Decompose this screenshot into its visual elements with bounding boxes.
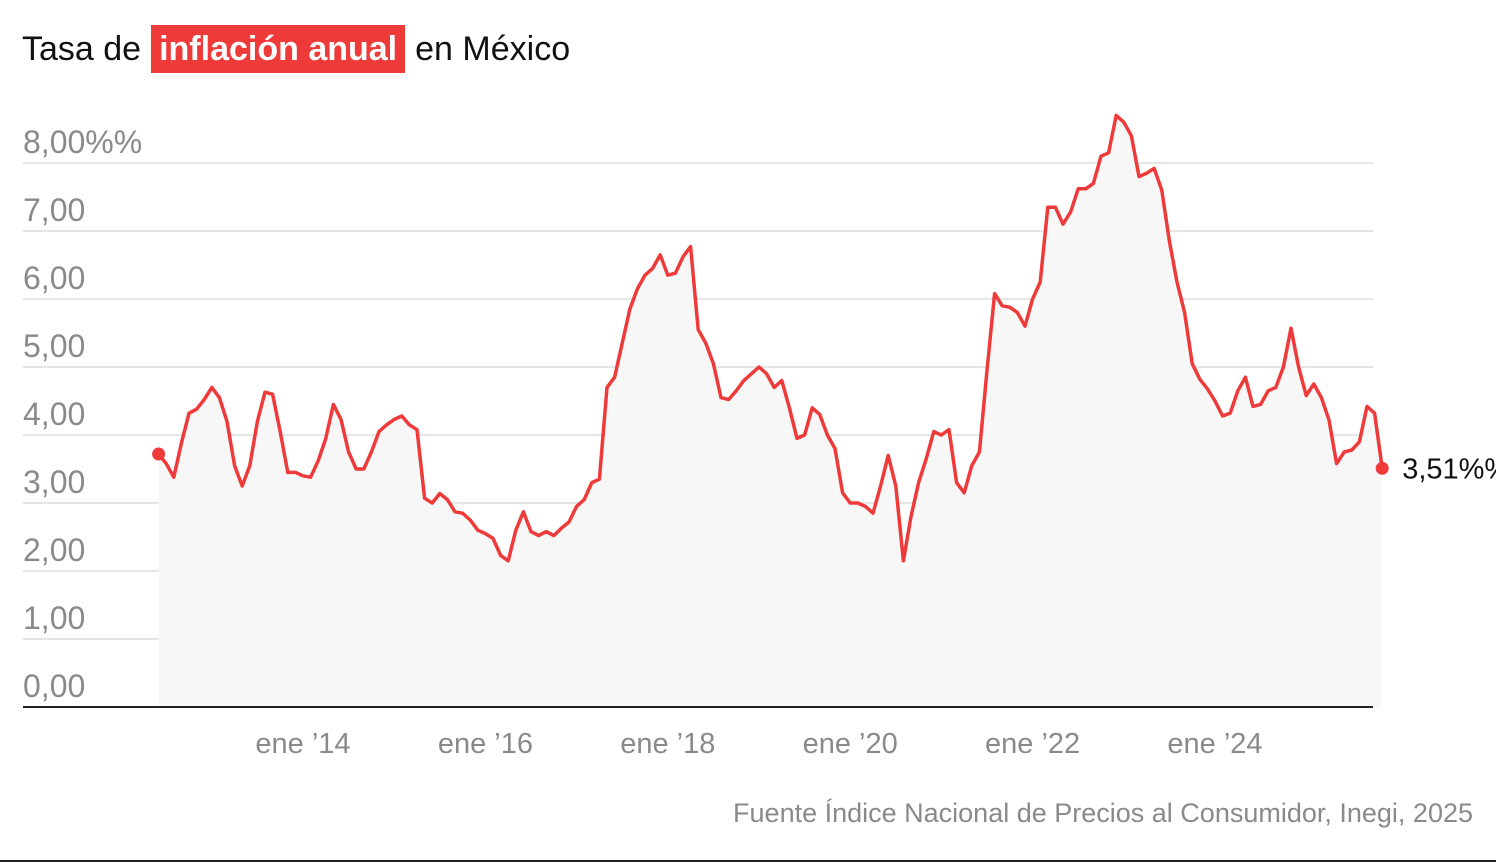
end-value-label: 3,51%% [1402, 453, 1496, 485]
x-axis-ticks: ene ’14 ene ’16 ene ’18 ene ’20 ene ’22 ene ’… [255, 728, 1262, 760]
source-note: Fuente Índice Nacional de Precios al Con… [733, 798, 1473, 828]
y-tick-label: 1,00 [23, 600, 85, 636]
y-tick-label: 6,00 [23, 260, 85, 296]
series-line [156, 113, 1384, 563]
area-fill [158, 115, 1383, 707]
y-tick-label: 3,00 [23, 464, 85, 500]
series-start-point [152, 447, 166, 461]
bottom-divider [0, 860, 1496, 862]
y-tick-label: 4,00 [23, 396, 85, 432]
y-tick-label: 5,00 [23, 328, 85, 364]
chart-title: Tasa de inflación anual en México [22, 24, 570, 74]
x-tick-label: ene ’14 [255, 728, 350, 760]
x-tick-label: ene ’20 [803, 728, 898, 760]
title-suffix: en México [415, 29, 571, 68]
y-tick-label: 0,00 [23, 668, 85, 704]
series-end-point [1375, 461, 1389, 475]
x-tick-label: ene ’16 [438, 728, 533, 760]
y-tick-label: 7,00 [23, 192, 85, 228]
title-prefix: Tasa de [22, 29, 142, 68]
y-tick-label: 8,00%% [23, 124, 142, 160]
title-highlight: inflación anual [151, 25, 406, 73]
y-axis-ticks: 0,00 1,00 2,00 3,00 4,00 5,00 6,00 7,00 8,00%% [23, 124, 142, 704]
x-tick-label: ene ’24 [1167, 728, 1262, 760]
y-tick-label: 2,00 [23, 532, 85, 568]
x-tick-label: ene ’18 [620, 728, 715, 760]
x-tick-label: ene ’22 [985, 728, 1080, 760]
